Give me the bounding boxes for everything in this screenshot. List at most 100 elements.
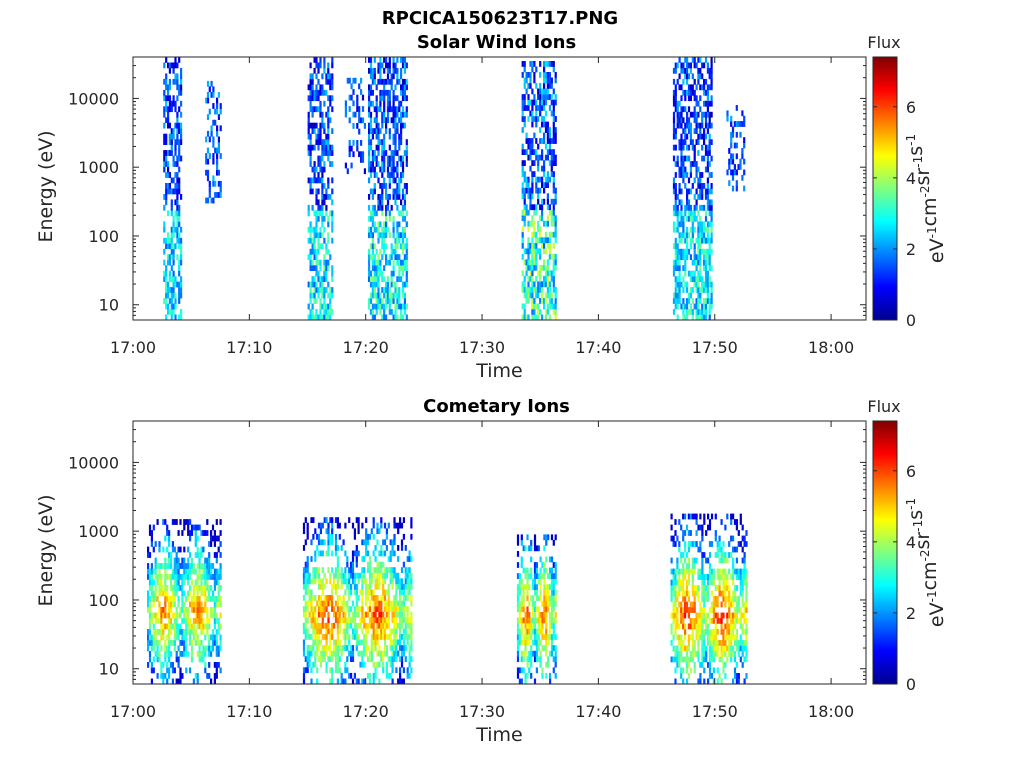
- data-cell: [318, 634, 320, 640]
- data-cell: [743, 170, 745, 176]
- data-cell: [374, 172, 376, 178]
- data-cell: [709, 657, 711, 663]
- data-cell: [517, 595, 519, 601]
- data-cell: [303, 673, 305, 679]
- data-cell: [178, 679, 180, 685]
- data-cell: [526, 595, 528, 601]
- data-cell: [677, 287, 679, 293]
- data-cell: [709, 282, 711, 288]
- data-cell: [697, 79, 699, 85]
- data-cell: [526, 210, 528, 216]
- data-cell: [348, 640, 350, 646]
- data-cell: [310, 238, 312, 244]
- data-cell: [682, 624, 684, 630]
- data-cell: [165, 156, 167, 162]
- data-cell: [705, 194, 707, 200]
- data-cell: [380, 573, 382, 579]
- data-cell: [555, 618, 557, 624]
- data-cell: [522, 243, 524, 249]
- data-cell: [692, 569, 694, 575]
- data-cell: [393, 265, 395, 271]
- data-cell: [218, 618, 220, 624]
- data-cell: [165, 73, 167, 79]
- data-cell: [209, 187, 211, 193]
- data-cell: [697, 629, 699, 635]
- data-cell: [696, 216, 698, 222]
- data-cell: [528, 601, 530, 607]
- data-cell: [734, 618, 736, 624]
- data-cell: [318, 567, 320, 573]
- data-cell: [678, 519, 680, 525]
- data-cell: [526, 204, 528, 210]
- data-cell: [346, 584, 348, 590]
- data-cell: [370, 57, 372, 63]
- data-cell: [697, 68, 699, 74]
- data-cell: [321, 84, 323, 90]
- data-cell: [210, 530, 212, 536]
- data-cell: [212, 635, 214, 641]
- data-cell: [399, 623, 401, 629]
- data-cell: [344, 662, 346, 668]
- data-cell: [180, 73, 182, 79]
- data-cell: [529, 83, 531, 89]
- data-cell: [705, 101, 707, 107]
- data-cell: [331, 528, 333, 534]
- data-cell: [553, 149, 555, 155]
- data-cell: [374, 128, 376, 134]
- data-cell: [539, 270, 541, 276]
- data-cell: [549, 612, 551, 618]
- data-cell: [553, 105, 555, 111]
- data-cell: [321, 304, 323, 310]
- data-cell: [164, 640, 166, 646]
- data-cell: [404, 254, 406, 260]
- data-cell: [305, 584, 307, 590]
- data-cell: [339, 612, 341, 618]
- data-cell: [682, 657, 684, 663]
- data-cell: [308, 112, 310, 118]
- data-cell: [358, 606, 360, 612]
- data-cell: [701, 569, 703, 575]
- data-cell: [551, 149, 553, 155]
- data-cell: [202, 530, 204, 536]
- data-cell: [553, 629, 555, 635]
- data-cell: [696, 161, 698, 167]
- data-cell: [322, 590, 324, 596]
- data-cell: [199, 607, 201, 613]
- data-cell: [680, 189, 682, 195]
- data-cell: [185, 646, 187, 652]
- data-cell: [694, 178, 696, 184]
- data-cell: [531, 182, 533, 188]
- data-cell: [323, 167, 325, 173]
- data-cell: [324, 623, 326, 629]
- data-cell: [692, 624, 694, 630]
- data-cell: [344, 628, 346, 634]
- data-cell: [397, 679, 399, 685]
- data-cell: [218, 569, 220, 575]
- data-cell: [178, 563, 180, 569]
- data-cell: [308, 117, 310, 123]
- data-cell: [309, 612, 311, 618]
- data-cell: [309, 601, 311, 607]
- data-cell: [534, 590, 536, 596]
- data-cell: [531, 276, 533, 282]
- data-cell: [378, 634, 380, 640]
- data-cell: [335, 601, 337, 607]
- data-cell: [321, 156, 323, 162]
- data-cell: [539, 111, 541, 117]
- data-cell: [396, 172, 398, 178]
- data-cell: [318, 656, 320, 662]
- data-cell: [360, 89, 362, 95]
- data-cell: [396, 293, 398, 299]
- data-cell: [688, 145, 690, 151]
- data-cell: [388, 567, 390, 573]
- data-cell: [374, 183, 376, 189]
- data-cell: [547, 199, 549, 205]
- data-cell: [394, 84, 396, 90]
- x-tick-label: 17:50: [692, 338, 738, 357]
- data-cell: [352, 601, 354, 607]
- data-cell: [308, 238, 310, 244]
- data-cell: [696, 530, 698, 536]
- data-cell: [359, 651, 361, 657]
- data-cell: [181, 635, 183, 641]
- data-cell: [682, 298, 684, 304]
